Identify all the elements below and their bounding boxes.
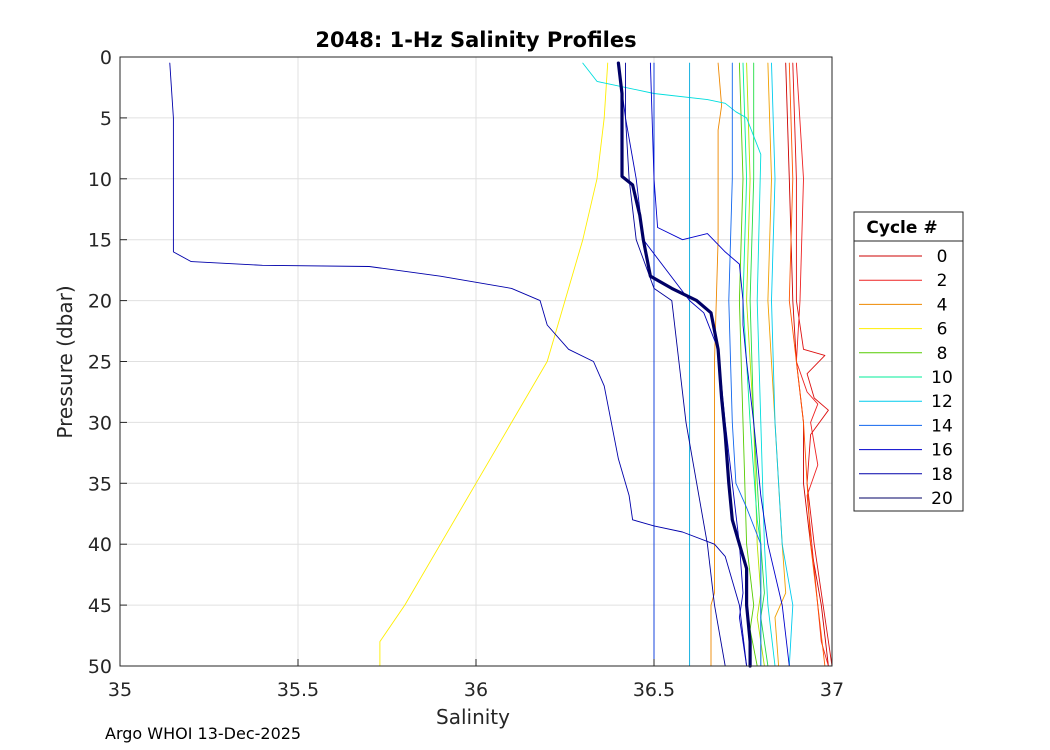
- x-tick-label: 35.5: [277, 679, 319, 701]
- legend-label-cycle-12: 12: [931, 392, 953, 412]
- legend-label-cycle-20: 20: [931, 489, 953, 509]
- legend-box: [853, 211, 964, 512]
- legend-items: 0 2 4 6 8 10 12 14 16 18 20: [859, 247, 953, 509]
- series-line-cycle-8: [738, 62, 758, 667]
- series-line-cycle-1: [792, 62, 833, 667]
- legend-label-cycle-6: 6: [937, 320, 948, 340]
- legend-label-cycle-4: 4: [937, 295, 948, 315]
- y-tick-label: 5: [100, 108, 112, 130]
- series-line-cycle-19: [625, 62, 726, 667]
- series-line-cycle-9: [749, 62, 769, 667]
- x-tick-label: 36.5: [633, 679, 675, 701]
- legend-label-cycle-14: 14: [931, 416, 953, 436]
- legend-label-cycle-16: 16: [931, 441, 953, 461]
- series-line-cycle-7: [746, 62, 765, 667]
- y-tick-label: 20: [88, 291, 112, 313]
- series-line-cycle-16: [649, 62, 790, 667]
- y-tick-label: 50: [88, 656, 112, 678]
- y-tick-label: 25: [88, 352, 112, 374]
- series-line-cycle-6: [379, 62, 609, 667]
- x-axis: 35 35.5 36 36.5 37: [108, 659, 844, 701]
- legend-label-cycle-0: 0: [937, 247, 948, 267]
- series-line-cycle-12: [771, 62, 794, 667]
- y-axis-label: Pressure (dbar): [53, 285, 77, 438]
- y-tick-label: 10: [88, 169, 112, 191]
- legend-label-cycle-10: 10: [931, 368, 953, 388]
- series-lines: [169, 61, 833, 668]
- legend-title: Cycle #: [866, 218, 937, 238]
- grid-lines: [119, 56, 833, 667]
- legend-label-cycle-8: 8: [937, 344, 948, 364]
- series-line-cycle-3: [788, 62, 826, 667]
- y-tick-label: 45: [88, 595, 112, 617]
- x-tick-label: 35: [108, 679, 132, 701]
- legend-label-cycle-18: 18: [931, 465, 953, 485]
- legend-label-cycle-2: 2: [937, 271, 948, 291]
- legend: Cycle # 0 2 4 6 8 10 12 14 16 18 20: [853, 211, 964, 512]
- y-tick-label: 0: [100, 47, 112, 69]
- chart-title: 2048: 1-Hz Salinity Profiles: [315, 28, 636, 52]
- series-line-cycle-2: [795, 62, 829, 667]
- series-line-cycle-4: [710, 62, 723, 667]
- footer-credit: Argo WHOI 13-Dec-2025: [105, 724, 302, 743]
- y-tick-label: 40: [88, 534, 112, 556]
- series-line-cycle-20: [616, 61, 752, 668]
- y-tick-label: 15: [88, 230, 112, 252]
- series-line-cycle-14: [728, 62, 762, 667]
- x-axis-label: Salinity: [436, 705, 510, 729]
- x-tick-label: 37: [820, 679, 844, 701]
- y-tick-label: 35: [88, 473, 112, 495]
- series-line-cycle-18: [169, 62, 748, 667]
- y-tick-label: 30: [88, 412, 112, 434]
- y-axis: 0 5 10 15 20 25 30 35 40 45 50: [88, 47, 127, 678]
- x-tick-label: 36: [464, 679, 488, 701]
